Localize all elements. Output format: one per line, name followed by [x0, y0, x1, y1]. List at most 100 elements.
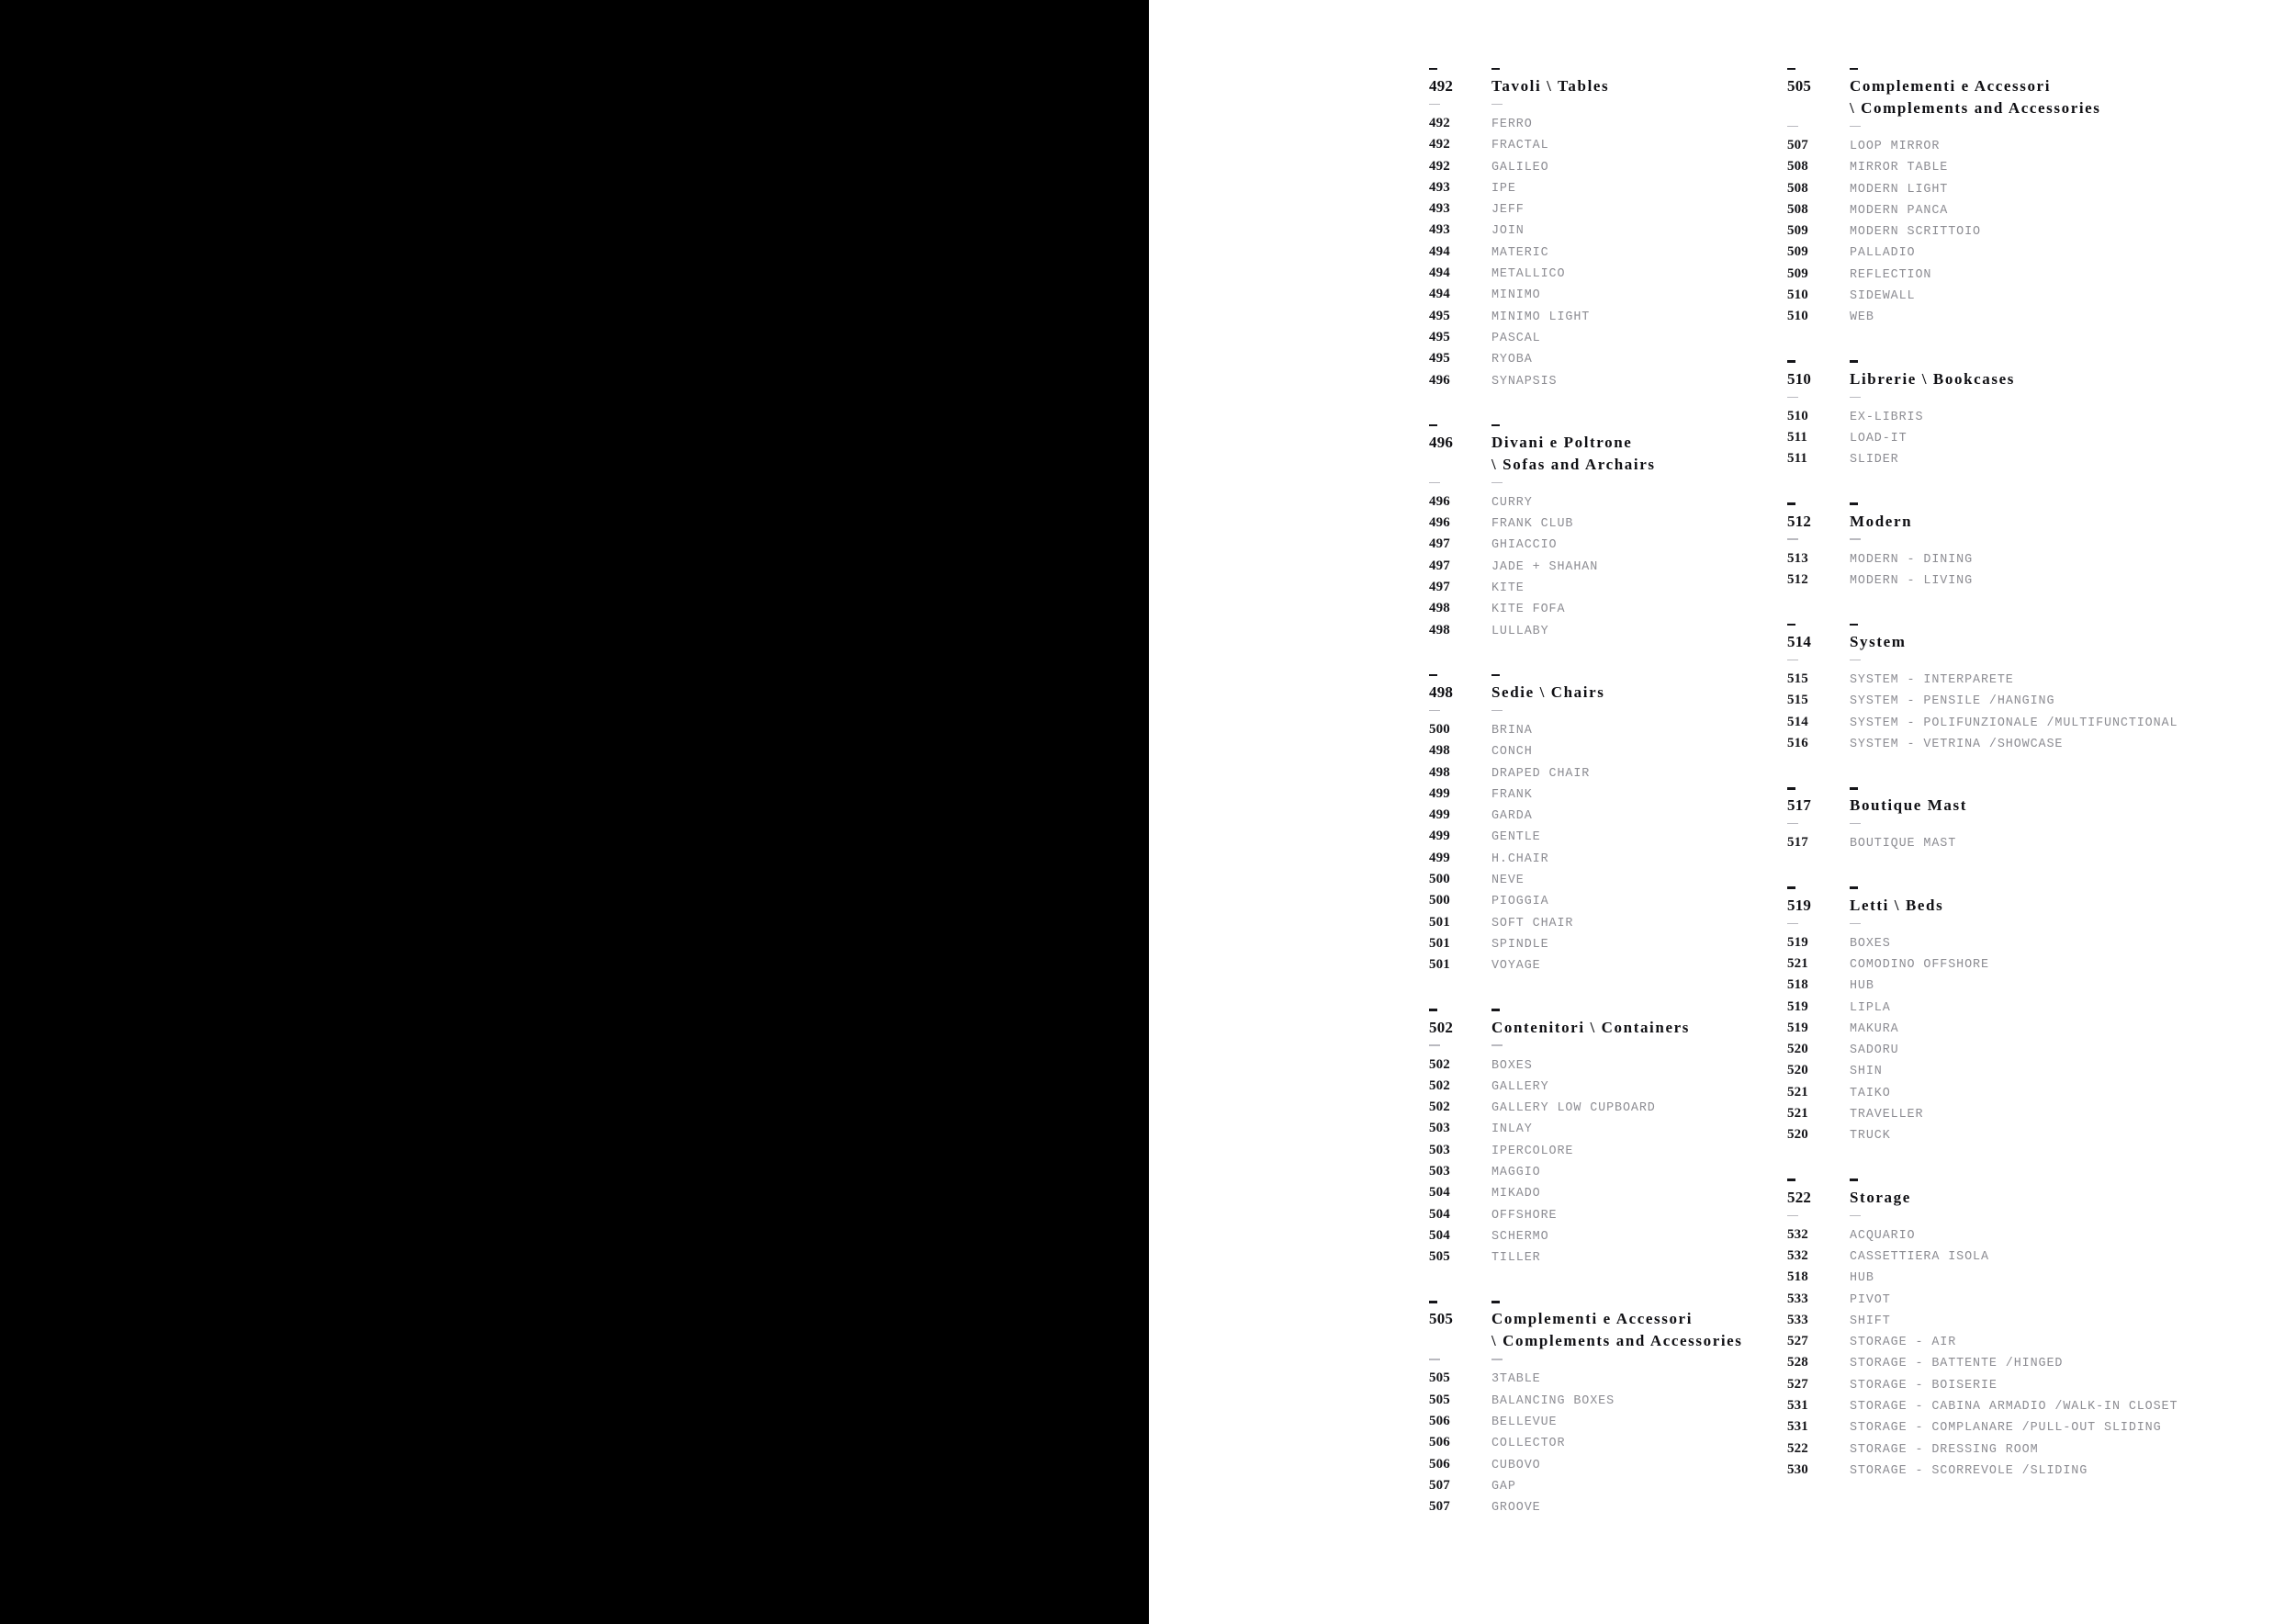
- index-entry-row[interactable]: 492 FERRO: [1429, 113, 1787, 134]
- index-entry-row[interactable]: 498 KITE FOFA: [1429, 598, 1787, 619]
- section-heading[interactable]: 492 Tavoli \ Tables: [1429, 75, 1787, 97]
- index-entry-row[interactable]: 495 PASCAL: [1429, 327, 1787, 348]
- index-entry-row[interactable]: 506 COLLECTOR: [1429, 1432, 1787, 1453]
- index-entry-row[interactable]: 514 SYSTEM - POLIFUNZIONALE /MULTIFUNCTIO…: [1787, 712, 2274, 733]
- section-heading[interactable]: 522 Storage: [1787, 1187, 2274, 1209]
- section-heading[interactable]: 514 System: [1787, 631, 2274, 653]
- index-entry-row[interactable]: 509 MODERN SCRITTOIO: [1787, 220, 2274, 242]
- index-entry-row[interactable]: 509 PALLADIO: [1787, 242, 2274, 263]
- index-entry-row[interactable]: 502 GALLERY LOW CUPBOARD: [1429, 1097, 1787, 1118]
- index-entry-row[interactable]: 505 3TABLE: [1429, 1368, 1787, 1389]
- index-entry-row[interactable]: 500 NEVE: [1429, 869, 1787, 890]
- index-entry-row[interactable]: 502 GALLERY: [1429, 1076, 1787, 1097]
- index-entry-row[interactable]: 497 JADE + SHAHAN: [1429, 556, 1787, 577]
- index-entry-row[interactable]: 501 SOFT CHAIR: [1429, 912, 1787, 933]
- index-entry-row[interactable]: 498 CONCH: [1429, 740, 1787, 761]
- index-entry-row[interactable]: 511 LOAD-IT: [1787, 427, 2274, 448]
- index-entry-row[interactable]: 494 MATERIC: [1429, 242, 1787, 263]
- index-entry-row[interactable]: 512 MODERN - LIVING: [1787, 570, 2274, 591]
- index-entry-row[interactable]: 518 HUB: [1787, 975, 2274, 996]
- index-entry-row[interactable]: 506 CUBOVO: [1429, 1454, 1787, 1475]
- index-entry-row[interactable]: 503 INLAY: [1429, 1118, 1787, 1139]
- index-entry-row[interactable]: 505 BALANCING BOXES: [1429, 1390, 1787, 1411]
- index-entry-row[interactable]: 498 LULLABY: [1429, 620, 1787, 641]
- index-entry-row[interactable]: 531 STORAGE - CABINA ARMADIO /WALK-IN CLO…: [1787, 1395, 2274, 1416]
- index-entry-row[interactable]: 498 DRAPED CHAIR: [1429, 762, 1787, 784]
- index-entry-row[interactable]: 533 SHIFT: [1787, 1310, 2274, 1331]
- index-entry-row[interactable]: 516 SYSTEM - VETRINA /SHOWCASE: [1787, 733, 2274, 754]
- index-entry-row[interactable]: 499 GENTLE: [1429, 826, 1787, 847]
- index-entry-row[interactable]: 520 SHIN: [1787, 1060, 2274, 1081]
- index-entry-row[interactable]: 497 KITE: [1429, 577, 1787, 598]
- index-entry-row[interactable]: 510 SIDEWALL: [1787, 285, 2274, 306]
- index-entry-row[interactable]: 532 ACQUARIO: [1787, 1224, 2274, 1246]
- index-entry-row[interactable]: 530 STORAGE - SCORREVOLE /SLIDING: [1787, 1460, 2274, 1481]
- index-entry-row[interactable]: 496 FRANK CLUB: [1429, 513, 1787, 534]
- index-entry-row[interactable]: 515 SYSTEM - PENSILE /HANGING: [1787, 690, 2274, 711]
- index-entry-row[interactable]: 500 PIOGGIA: [1429, 890, 1787, 911]
- index-entry-row[interactable]: 503 MAGGIO: [1429, 1161, 1787, 1182]
- section-heading[interactable]: 519 Letti \ Beds: [1787, 895, 2274, 917]
- index-entry-row[interactable]: 499 GARDA: [1429, 805, 1787, 826]
- index-entry-row[interactable]: 499 H.CHAIR: [1429, 848, 1787, 869]
- index-entry-row[interactable]: 520 TRUCK: [1787, 1124, 2274, 1145]
- section-heading[interactable]: 512 Modern: [1787, 511, 2274, 533]
- index-entry-row[interactable]: 511 SLIDER: [1787, 448, 2274, 469]
- index-entry-row[interactable]: 504 SCHERMO: [1429, 1225, 1787, 1246]
- index-entry-row[interactable]: 532 CASSETTIERA ISOLA: [1787, 1246, 2274, 1267]
- index-entry-row[interactable]: 504 MIKADO: [1429, 1182, 1787, 1203]
- index-entry-row[interactable]: 493 IPE: [1429, 177, 1787, 198]
- section-heading[interactable]: 517 Boutique Mast: [1787, 795, 2274, 817]
- index-entry-row[interactable]: 527 STORAGE - AIR: [1787, 1331, 2274, 1352]
- index-entry-row[interactable]: 507 GROOVE: [1429, 1496, 1787, 1517]
- index-entry-row[interactable]: 521 TRAVELLER: [1787, 1103, 2274, 1124]
- index-entry-row[interactable]: 528 STORAGE - BATTENTE /HINGED: [1787, 1352, 2274, 1373]
- index-entry-row[interactable]: 493 JEFF: [1429, 198, 1787, 220]
- index-entry-row[interactable]: 507 GAP: [1429, 1475, 1787, 1496]
- index-entry-row[interactable]: 494 MINIMO: [1429, 284, 1787, 305]
- index-entry-row[interactable]: 495 MINIMO LIGHT: [1429, 306, 1787, 327]
- index-entry-row[interactable]: 519 MAKURA: [1787, 1018, 2274, 1039]
- index-entry-row[interactable]: 492 GALILEO: [1429, 156, 1787, 177]
- index-entry-row[interactable]: 495 RYOBA: [1429, 348, 1787, 369]
- index-entry-row[interactable]: 507 LOOP MIRROR: [1787, 135, 2274, 156]
- index-entry-row[interactable]: 494 METALLICO: [1429, 263, 1787, 284]
- index-entry-row[interactable]: 519 BOXES: [1787, 932, 2274, 953]
- index-entry-row[interactable]: 510 WEB: [1787, 306, 2274, 327]
- index-entry-row[interactable]: 499 FRANK: [1429, 784, 1787, 805]
- index-entry-row[interactable]: 510 EX-LIBRIS: [1787, 406, 2274, 427]
- index-entry-row[interactable]: 493 JOIN: [1429, 220, 1787, 241]
- index-entry-row[interactable]: 508 MODERN PANCA: [1787, 199, 2274, 220]
- index-entry-row[interactable]: 521 COMODINO OFFSHORE: [1787, 953, 2274, 975]
- section-heading[interactable]: 496 Divani e Poltrone \ Sofas and Archair…: [1429, 432, 1787, 476]
- index-entry-row[interactable]: 531 STORAGE - COMPLANARE /PULL-OUT SLIDIN…: [1787, 1416, 2274, 1438]
- index-entry-row[interactable]: 504 OFFSHORE: [1429, 1204, 1787, 1225]
- index-entry-row[interactable]: 500 BRINA: [1429, 719, 1787, 740]
- index-entry-row[interactable]: 520 SADORU: [1787, 1039, 2274, 1060]
- index-entry-row[interactable]: 502 BOXES: [1429, 1054, 1787, 1076]
- index-entry-row[interactable]: 533 PIVOT: [1787, 1289, 2274, 1310]
- index-entry-row[interactable]: 492 FRACTAL: [1429, 134, 1787, 155]
- index-entry-row[interactable]: 513 MODERN - DINING: [1787, 548, 2274, 570]
- index-entry-row[interactable]: 517 BOUTIQUE MAST: [1787, 832, 2274, 853]
- index-entry-row[interactable]: 505 TILLER: [1429, 1246, 1787, 1268]
- section-heading[interactable]: 502 Contenitori \ Containers: [1429, 1017, 1787, 1039]
- index-entry-row[interactable]: 501 VOYAGE: [1429, 954, 1787, 976]
- index-entry-row[interactable]: 519 LIPLA: [1787, 997, 2274, 1018]
- index-entry-row[interactable]: 522 STORAGE - DRESSING ROOM: [1787, 1438, 2274, 1460]
- section-heading[interactable]: 510 Librerie \ Bookcases: [1787, 368, 2274, 390]
- index-entry-row[interactable]: 496 SYNAPSIS: [1429, 370, 1787, 391]
- index-entry-row[interactable]: 506 BELLEVUE: [1429, 1411, 1787, 1432]
- index-entry-row[interactable]: 521 TAIKO: [1787, 1082, 2274, 1103]
- index-entry-row[interactable]: 501 SPINDLE: [1429, 933, 1787, 954]
- index-entry-row[interactable]: 509 REFLECTION: [1787, 264, 2274, 285]
- index-entry-row[interactable]: 518 HUB: [1787, 1267, 2274, 1288]
- index-entry-row[interactable]: 503 IPERCOLORE: [1429, 1140, 1787, 1161]
- index-entry-row[interactable]: 515 SYSTEM - INTERPARETE: [1787, 669, 2274, 690]
- index-entry-row[interactable]: 508 MIRROR TABLE: [1787, 156, 2274, 177]
- index-entry-row[interactable]: 508 MODERN LIGHT: [1787, 178, 2274, 199]
- index-entry-row[interactable]: 527 STORAGE - BOISERIE: [1787, 1374, 2274, 1395]
- section-heading[interactable]: 505 Complementi e Accessori \ Complements…: [1429, 1308, 1787, 1352]
- index-entry-row[interactable]: 497 GHIACCIO: [1429, 534, 1787, 555]
- section-heading[interactable]: 505 Complementi e Accessori \ Complements…: [1787, 75, 2274, 119]
